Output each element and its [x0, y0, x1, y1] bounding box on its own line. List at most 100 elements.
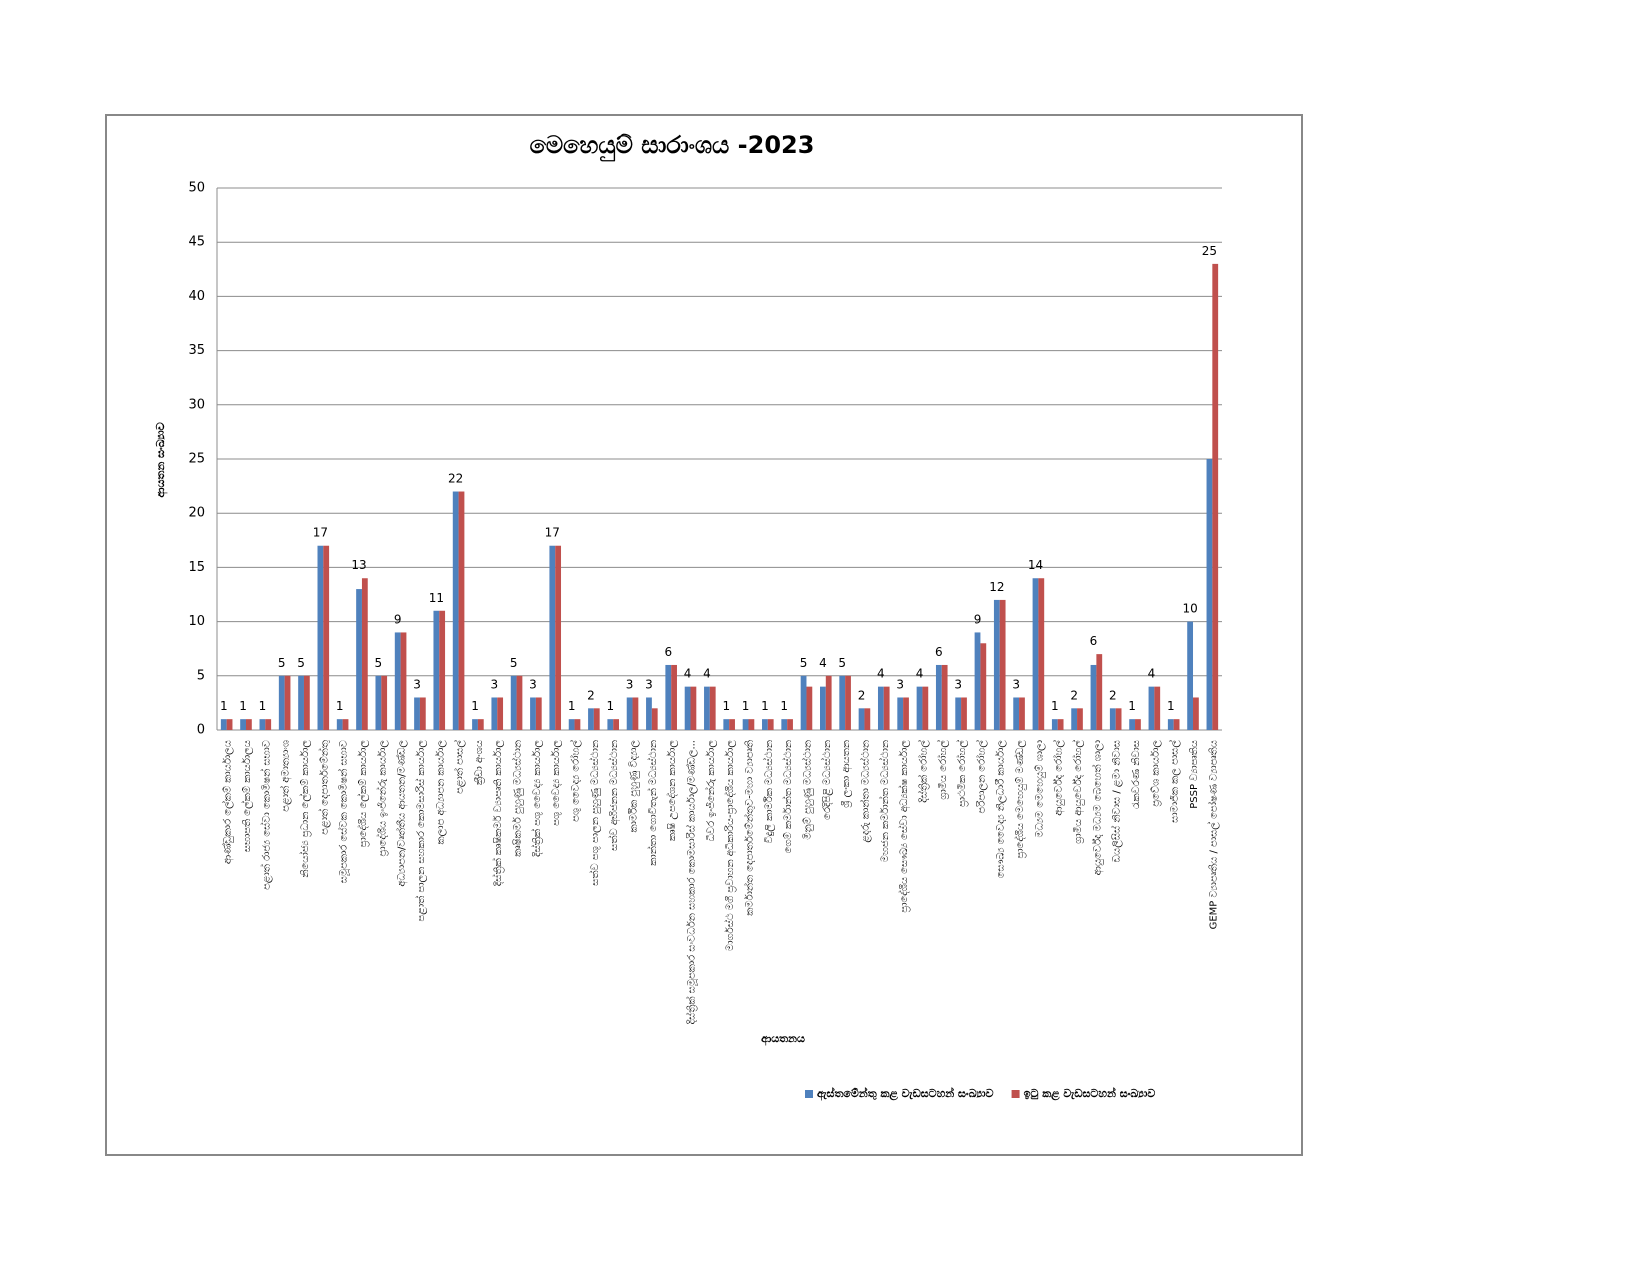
- bar: [1096, 654, 1103, 730]
- bar: [1109, 708, 1116, 730]
- data-label: 1: [336, 699, 344, 713]
- bar: [806, 686, 813, 730]
- bar: [993, 599, 1000, 730]
- y-tick-label: 20: [188, 506, 205, 521]
- bar: [704, 686, 710, 730]
- bar: [897, 697, 904, 730]
- x-tick-label: කාර්මික පුහුණු විද්‍යාල: [628, 740, 640, 833]
- bar: [607, 719, 614, 730]
- data-label: 5: [375, 656, 383, 670]
- chart-title: මෙහෙයුම් සාරාංශය -2023: [530, 131, 815, 161]
- bar: [922, 686, 929, 730]
- bar: [864, 708, 871, 730]
- bar: [820, 686, 826, 730]
- data-label: 5: [278, 656, 286, 670]
- bar: [400, 632, 407, 730]
- data-label: 1: [220, 699, 228, 713]
- data-label: 1: [780, 699, 788, 713]
- bar: [1032, 578, 1039, 730]
- x-tick-label: විදුලි කාර්මික මධ්‍යස්ථාන: [762, 740, 775, 843]
- bar: [690, 686, 697, 730]
- x-tick-label: ග්‍රාමීය ආයුර්වේද රෝහල්: [1071, 740, 1084, 844]
- bar: [1051, 719, 1058, 730]
- bar: [278, 675, 285, 730]
- x-tick-label: සත්ව අභිජනන මධ්‍යස්ථාන: [607, 740, 620, 851]
- y-tick-label: 10: [188, 614, 205, 629]
- data-label: 4: [916, 667, 924, 681]
- data-label: 3: [645, 677, 653, 691]
- data-label: 9: [394, 612, 402, 626]
- bar: [781, 719, 788, 730]
- bar: [613, 719, 619, 730]
- y-tick-label: 45: [188, 235, 205, 250]
- data-label: 4: [819, 656, 827, 670]
- bar: [439, 610, 446, 730]
- data-label: 1: [259, 699, 267, 713]
- bar: [955, 697, 962, 730]
- bar: [845, 675, 851, 730]
- bar: [303, 675, 310, 730]
- data-label: 6: [935, 645, 943, 659]
- x-tick-label: ශ්‍රී ලංකා ආයතන: [841, 740, 852, 808]
- data-label: 12: [989, 580, 1004, 594]
- bar: [588, 708, 594, 730]
- x-tick-label: මිනුම් පුහුණු මධ්‍යස්ථාන: [800, 740, 813, 840]
- x-tick-label: ළදරු කාන්තා මධ්‍යස්ථාන: [858, 740, 871, 843]
- bar: [336, 719, 343, 730]
- data-label: 4: [877, 667, 885, 681]
- x-tick-label: ධීවර ඉංජිනේරු කාර්යාල: [704, 740, 717, 842]
- y-tick-label: 5: [197, 668, 205, 683]
- bar: [477, 719, 484, 730]
- data-label: 25: [1202, 244, 1217, 258]
- bar: [259, 719, 266, 730]
- data-label: 17: [545, 526, 560, 540]
- x-tick-label: මධ්‍යම මෙහෙයුම් ශාලා: [1033, 740, 1045, 838]
- bar: [265, 719, 272, 730]
- x-tick-label: පළාත් රාජ්‍ය සේවා කොමිෂන් සභාව: [259, 740, 272, 890]
- data-label: 2: [858, 688, 866, 702]
- data-label: 4: [684, 667, 692, 681]
- data-label: 3: [413, 677, 421, 691]
- bar: [574, 719, 581, 730]
- bar: [651, 708, 658, 730]
- bar: [381, 675, 388, 730]
- bar: [317, 545, 324, 730]
- data-label: 1: [606, 699, 614, 713]
- x-tick-label: සමූපකාර සේවක කොමිෂන් සභාව: [337, 740, 350, 883]
- bar: [858, 708, 865, 730]
- data-label: 14: [1028, 558, 1043, 572]
- data-label: 5: [297, 656, 305, 670]
- bar: [626, 697, 633, 730]
- bar: [226, 719, 233, 730]
- bar: [419, 697, 426, 730]
- y-tick-label: 40: [188, 289, 205, 304]
- bar: [883, 686, 890, 730]
- bar: [593, 708, 600, 730]
- x-tick-label: කලාප අධ්‍යාපන කාර්යාල: [434, 740, 446, 845]
- data-label: 3: [896, 677, 904, 691]
- bar: [1129, 719, 1136, 730]
- bar: [916, 686, 923, 730]
- bar: [961, 697, 967, 730]
- x-tick-label: සෞඛ්‍ය වෛද්‍ය නිලධාරී කාර්යාල: [995, 740, 1007, 879]
- chart-frame: [105, 114, 1303, 1156]
- x-tick-label: ප්‍රාථමික රෝහල්: [955, 740, 968, 808]
- bar: [980, 643, 987, 730]
- data-label: 3: [529, 677, 537, 691]
- bar: [1019, 697, 1025, 730]
- x-tick-label: ග්‍රාමීය රෝහල්: [936, 740, 949, 800]
- x-tick-label: පළාත් පාලන සහකාර කොමසාරිස් කාර්යාල: [414, 740, 427, 922]
- data-label: 13: [351, 558, 366, 572]
- bar: [1090, 664, 1097, 730]
- data-label: 5: [510, 656, 518, 670]
- bar: [999, 599, 1006, 730]
- x-tick-label: පරිපාලන රෝහල්: [974, 740, 987, 814]
- bar: [452, 491, 459, 730]
- bar: [220, 719, 227, 730]
- y-tick-label: 30: [188, 397, 205, 412]
- bar: [375, 675, 382, 730]
- x-tick-label: කර්මාන්ත දෙපාර්තමේන්තුව-මහා ව්‍යාපෘති: [742, 740, 755, 916]
- bar: [245, 719, 252, 730]
- x-tick-label: ප්‍රාදේශීය සෞඛ්‍ය සේවා අධ්‍යක්ෂ කාර්යාල: [897, 740, 910, 913]
- data-label: 2: [587, 688, 595, 702]
